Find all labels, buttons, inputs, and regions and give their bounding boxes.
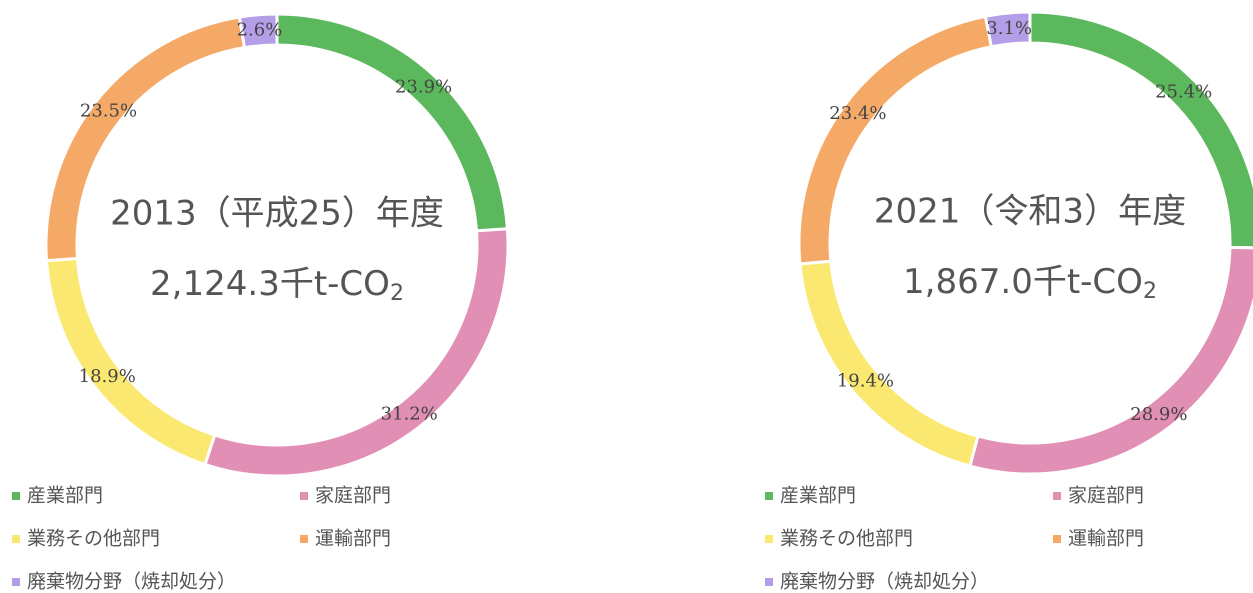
- donut-segment: [1028, 10, 1253, 250]
- center-title: 2013（平成25）年度: [110, 194, 444, 234]
- data-label: 23.4%: [829, 103, 886, 124]
- data-label: 28.9%: [1130, 404, 1187, 425]
- legend-label: 業務その他部門: [780, 528, 913, 550]
- total-text: 2,124.3千t-CO: [150, 264, 390, 304]
- legend-swatch: [12, 535, 20, 543]
- legend-label: 産業部門: [780, 485, 856, 507]
- data-label: 18.9%: [79, 366, 136, 387]
- legend-label: 運輸部門: [1068, 528, 1144, 550]
- data-label: 23.9%: [395, 77, 452, 98]
- center-total: 1,867.0千t-CO2: [903, 262, 1157, 305]
- center-title: 2021（令和3）年度: [874, 192, 1186, 232]
- legend-swatch: [765, 535, 773, 543]
- center-total: 2,124.3千t-CO2: [150, 264, 404, 307]
- legend-label: 廃棄物分野（焼却処分）: [780, 571, 989, 593]
- legend-swatch: [300, 535, 308, 543]
- total-subscript: 2: [1143, 279, 1157, 304]
- data-label: 25.4%: [1155, 82, 1212, 103]
- legend-label: 産業部門: [27, 485, 103, 507]
- legend-swatch: [300, 492, 308, 500]
- legend-label: 廃棄物分野（焼却処分）: [27, 571, 236, 593]
- legend-label: 家庭部門: [315, 485, 391, 507]
- legend-swatch: [12, 578, 20, 586]
- data-label: 31.2%: [381, 404, 438, 425]
- total-subscript: 2: [390, 281, 404, 306]
- data-label: 19.4%: [837, 370, 894, 391]
- legend-swatch: [1053, 492, 1061, 500]
- total-text: 1,867.0千t-CO: [903, 262, 1143, 302]
- legend-label: 業務その他部門: [27, 528, 160, 550]
- legend-swatch: [765, 578, 773, 586]
- donut-segment: [237, 12, 279, 50]
- legend-label: 運輸部門: [315, 528, 391, 550]
- data-label: 3.1%: [986, 18, 1032, 39]
- legend-swatch: [765, 492, 773, 500]
- legend-swatch: [12, 492, 20, 500]
- donut-segment: [983, 10, 1032, 49]
- data-label: 23.5%: [80, 100, 137, 121]
- legend-swatch: [1053, 535, 1061, 543]
- data-label: 2.6%: [237, 20, 283, 41]
- legend-label: 家庭部門: [1068, 485, 1144, 507]
